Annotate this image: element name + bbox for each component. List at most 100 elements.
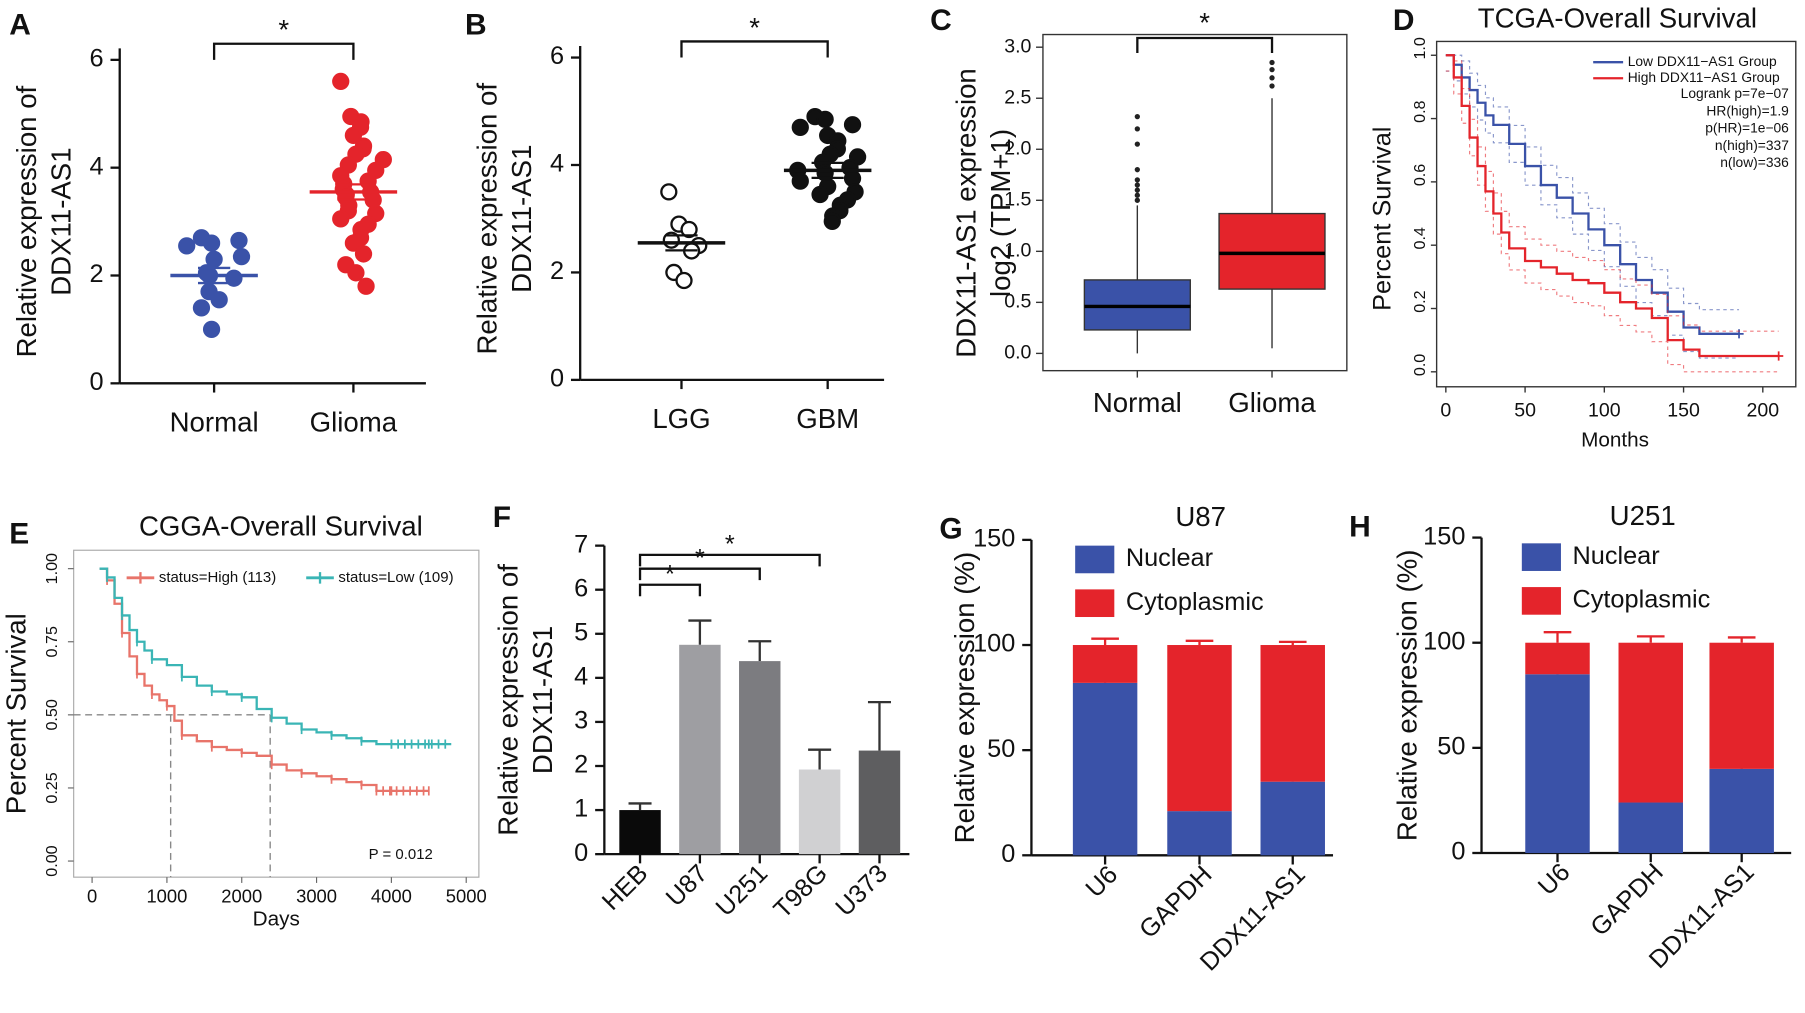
panel-e-y-tick-label: 0.75 xyxy=(43,626,61,657)
panel-a-point xyxy=(344,126,363,144)
panel-d-stat-label: Logrank p=7e−07 xyxy=(1681,85,1789,101)
panel-e-y-tick-label: 0.50 xyxy=(43,699,61,730)
panel-c-outlier xyxy=(1134,113,1140,120)
panel-c-outlier xyxy=(1134,197,1140,203)
panel-c-significance-label: * xyxy=(1199,7,1210,38)
panel-a-point xyxy=(232,248,251,266)
panel-d-stat-label: n(high)=337 xyxy=(1715,137,1789,153)
panel-b-point xyxy=(823,212,841,231)
panel-d-x-tick-label: 50 xyxy=(1514,400,1536,422)
panel-a-x-tick-label: Glioma xyxy=(310,407,398,438)
panel-h-y-tick-label: 100 xyxy=(1423,627,1465,655)
panel-h-legend-swatch xyxy=(1521,543,1561,571)
panel-d-ci-lower xyxy=(1445,70,1779,373)
panel-e-x-tick-label: 1000 xyxy=(146,885,187,906)
panel-g-bar-cytoplasmic xyxy=(1167,645,1232,812)
panel-g-y-axis-label: Relative expression (%) xyxy=(949,552,980,844)
panel-d-y-axis-label: Percent Survival xyxy=(1368,127,1396,311)
panel-e-y-axis-label: Percent Survival xyxy=(1,613,32,814)
panel-b-point xyxy=(660,183,678,201)
panel-c-outlier xyxy=(1134,182,1140,188)
panel-d-legend-label: Low DDX11−AS1 Group xyxy=(1628,53,1777,69)
panel-e-plot-frame xyxy=(73,549,480,878)
panel-b-y-tick-label: 0 xyxy=(550,365,564,393)
panel-g-x-tick-label: U6 xyxy=(1080,860,1123,903)
panel-d-y-tick-label: 0.2 xyxy=(1411,290,1429,312)
panel-h-x-tick-label: GAPDH xyxy=(1585,858,1668,941)
panel-a-point xyxy=(354,245,373,263)
panel-c-y-tick-label: 0.0 xyxy=(1004,342,1031,364)
panel-f-y-axis-label-line: DDX11-AS1 xyxy=(527,626,558,774)
panel-g-bar-nuclear xyxy=(1260,781,1325,856)
panel-e-x-tick-label: 4000 xyxy=(371,885,412,906)
panel-e-x-tick-label: 5000 xyxy=(446,885,487,906)
panel-g-legend-label: Cytoplasmic xyxy=(1126,588,1264,616)
panel-f-bar xyxy=(679,644,721,855)
panel-a-y-tick-label: 4 xyxy=(90,152,104,180)
panel-f-significance-label: * xyxy=(695,544,705,572)
panel-d-y-tick-label: 1.0 xyxy=(1411,37,1429,59)
panel-d-x-tick-label: 100 xyxy=(1588,400,1621,422)
panel-h-y-tick-label: 0 xyxy=(1451,838,1465,866)
panel-f-y-tick-label: 6 xyxy=(574,574,588,602)
panel-d-ci-upper xyxy=(1445,54,1740,311)
panel-f-y-tick-label: 1 xyxy=(574,795,588,823)
panel-h-y-tick-label: 150 xyxy=(1423,522,1465,550)
panel-e-legend-label: status=High (113) xyxy=(159,569,276,586)
panel-g-y-axis-label-line: Relative expression (%) xyxy=(949,552,980,844)
panel-a-significance-label: * xyxy=(278,14,289,45)
panel-c-y-axis-label-line: DDX11-AS1 expression xyxy=(950,68,981,358)
panel-g-y-tick-label: 0 xyxy=(1001,840,1015,868)
panel-g-bar-nuclear xyxy=(1167,811,1232,856)
panel-a-point xyxy=(230,231,248,250)
panel-d-series-line xyxy=(1445,54,1740,335)
panel-c-y-axis-label: DDX11-AS1 expression log2 (TPM+1) xyxy=(950,68,1016,358)
panel-a-significance-bracket xyxy=(212,42,355,60)
panel-c-outlier xyxy=(1269,67,1275,73)
panel-g-legend-swatch xyxy=(1075,589,1115,618)
panel-c-outlier xyxy=(1134,126,1140,132)
panel-b-significance-label: * xyxy=(749,12,760,43)
panel-c-outlier xyxy=(1134,141,1140,147)
panel-d-stat-label: HR(high)=1.9 xyxy=(1706,102,1789,118)
panel-c-y-axis-label-line: log2 (TPM+1) xyxy=(985,129,1016,297)
panel-h-bar-cytoplasmic xyxy=(1525,642,1590,675)
panel-h-y-axis-label: Relative expression (%) xyxy=(1391,550,1422,842)
panel-b-point xyxy=(843,116,862,134)
panel-e-series-line xyxy=(99,567,452,746)
panel-label-a: A xyxy=(9,9,31,42)
panel-h-bar-nuclear xyxy=(1709,768,1774,853)
panel-h-x-tick-label: U6 xyxy=(1533,858,1576,901)
panel-d-x-tick-label: 150 xyxy=(1667,400,1700,422)
panel-d-stat-label: p(HR)=1e−06 xyxy=(1705,120,1789,136)
panel-c-outlier xyxy=(1269,83,1275,89)
panel-c-outlier xyxy=(1134,167,1140,173)
panel-f-y-tick-label: 2 xyxy=(574,751,588,779)
panel-f-bar xyxy=(619,810,661,855)
panel-h-bar-nuclear xyxy=(1618,802,1683,853)
panel-f-y-tick-label: 3 xyxy=(574,707,588,735)
panel-h-bar-cytoplasmic xyxy=(1618,642,1683,803)
panel-g-legend-swatch xyxy=(1075,545,1115,574)
panel-f-significance-bracket xyxy=(638,583,702,597)
panel-a-point xyxy=(344,234,363,252)
panel-a-point xyxy=(192,299,211,317)
panel-a-y-axis-label: Relative expression of DDX11-AS1 xyxy=(11,85,77,357)
panel-a-point xyxy=(347,264,365,282)
panel-b-point xyxy=(791,118,809,137)
panel-b-significance-bracket xyxy=(680,40,829,58)
panel-f-x-tick-label: U373 xyxy=(830,859,893,922)
panel-f-y-tick-label: 0 xyxy=(574,839,588,867)
panel-g-x-tick-label: GAPDH xyxy=(1134,860,1217,943)
panel-label-e: E xyxy=(9,517,29,550)
panel-c-y-tick-label: 3.0 xyxy=(1004,35,1031,57)
panel-label-b: B xyxy=(465,9,487,42)
panel-f-y-tick-label: 7 xyxy=(574,530,588,558)
panel-g-y-tick-label: 150 xyxy=(973,525,1015,553)
panel-d-ci-upper xyxy=(1445,54,1779,332)
panel-g-title: U87 xyxy=(1175,501,1226,532)
panel-b-point xyxy=(791,172,809,190)
panel-a-y-axis-label-line: Relative expression of xyxy=(11,85,42,357)
panel-a-point xyxy=(332,210,350,228)
